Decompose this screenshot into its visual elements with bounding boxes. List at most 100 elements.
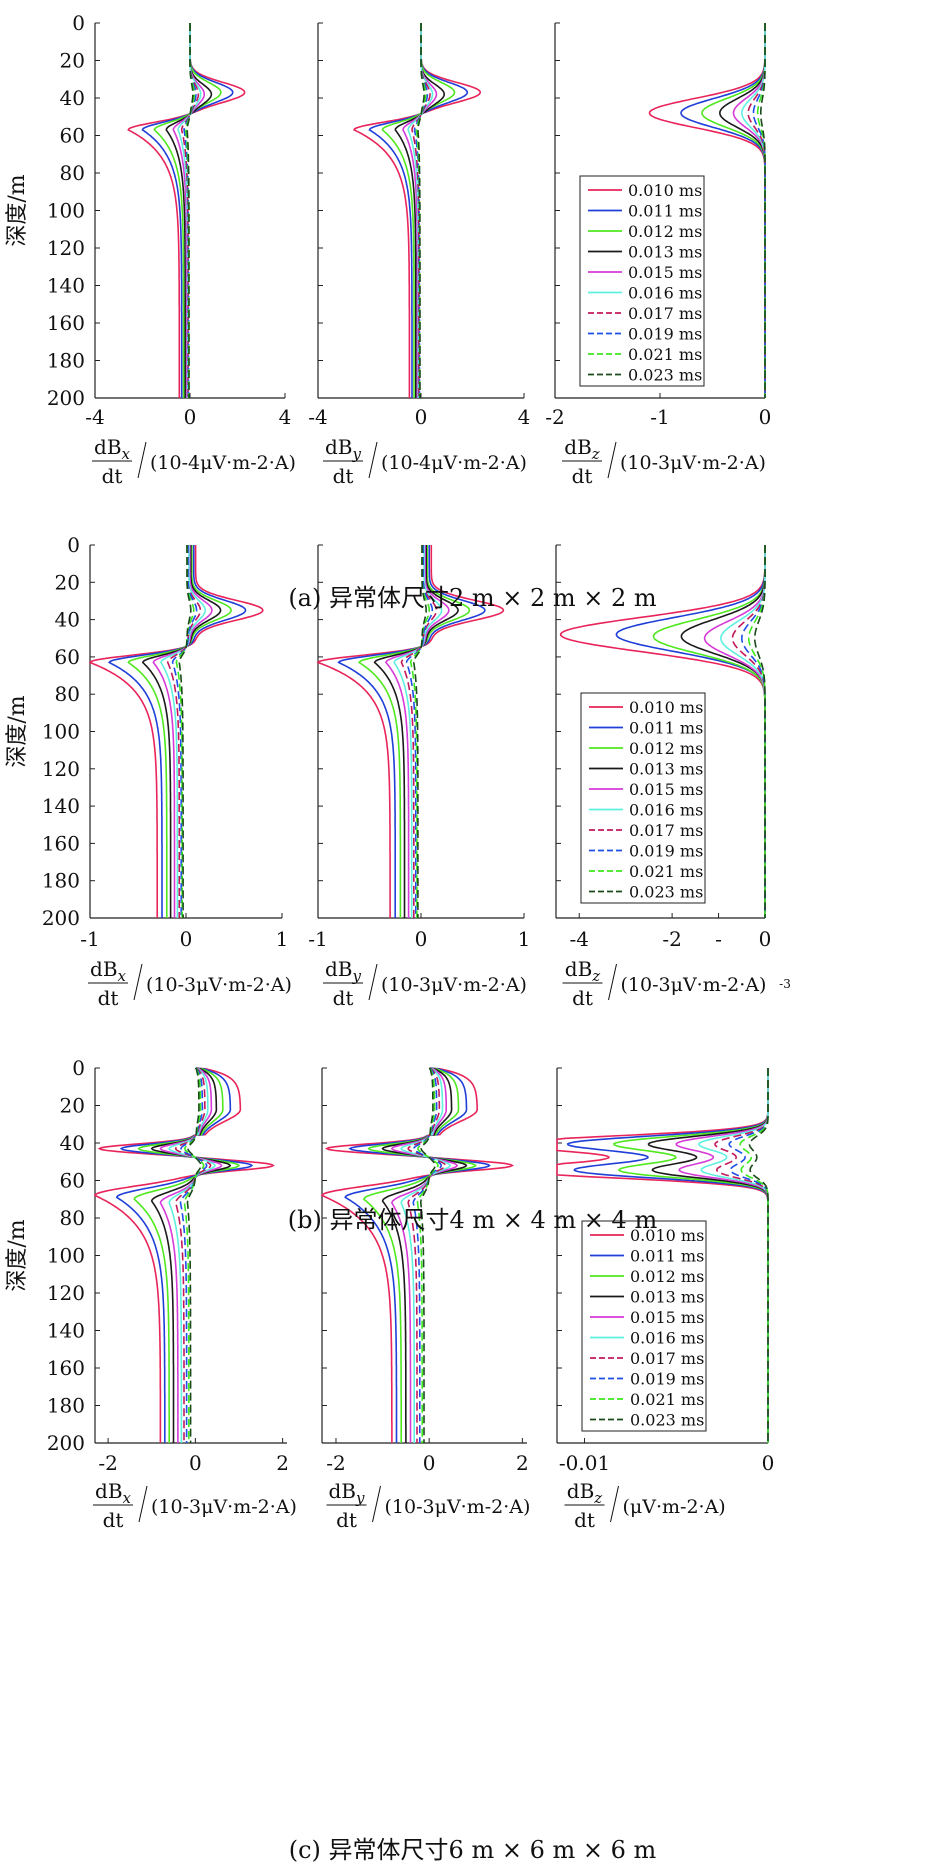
series-line bbox=[412, 545, 427, 918]
legend-label: 0.021 ms bbox=[630, 1390, 704, 1409]
x-axis-label-subscript: y bbox=[355, 1489, 365, 1507]
series-line bbox=[152, 545, 213, 918]
legend-label: 0.011 ms bbox=[628, 202, 702, 221]
series-line bbox=[417, 23, 425, 398]
series-line bbox=[381, 23, 456, 398]
legend-label: 0.015 ms bbox=[630, 1308, 704, 1327]
series-line bbox=[127, 545, 232, 918]
series-line bbox=[394, 23, 446, 398]
series-line bbox=[748, 1068, 769, 1443]
x-tick-label: 0 bbox=[180, 927, 193, 951]
series-line bbox=[405, 545, 434, 918]
legend-label: 0.019 ms bbox=[630, 1370, 704, 1389]
x-tick-label: 1 bbox=[518, 927, 531, 951]
series-line bbox=[368, 23, 469, 398]
series-line bbox=[175, 545, 195, 918]
x-axis-label-slash bbox=[137, 441, 147, 479]
y-tick-label: 0 bbox=[67, 533, 80, 557]
y-tick-label: 200 bbox=[47, 386, 85, 410]
x-axis-label-denominator: dt bbox=[572, 464, 593, 488]
legend-label: 0.023 ms bbox=[629, 883, 703, 902]
y-tick-label: 140 bbox=[47, 274, 85, 298]
x-tick-label: -4 bbox=[308, 405, 327, 429]
series-line bbox=[400, 545, 438, 918]
x-tick-label: 0 bbox=[759, 927, 772, 951]
y-tick-label: 20 bbox=[55, 570, 80, 594]
series-line bbox=[115, 1067, 254, 1443]
y-tick-label: 40 bbox=[60, 1131, 85, 1155]
legend-label: 0.016 ms bbox=[629, 801, 703, 820]
x-axis-label-subscript: y bbox=[352, 445, 362, 463]
x-axis-label-numerator: dBz bbox=[567, 1479, 603, 1507]
series-line bbox=[385, 545, 450, 918]
x-axis-label-numerator: dBy bbox=[325, 957, 362, 985]
x-axis-label-denominator: dt bbox=[336, 1508, 357, 1532]
legend-label: 0.011 ms bbox=[630, 1247, 704, 1266]
legend-label: 0.013 ms bbox=[630, 1288, 704, 1307]
y-tick-label: 100 bbox=[47, 1244, 85, 1268]
y-axis-label: 深度/m bbox=[5, 174, 30, 246]
x-tick-label: -1 bbox=[650, 405, 669, 429]
series-line bbox=[381, 1067, 468, 1443]
series-line bbox=[178, 545, 192, 918]
series-line bbox=[165, 23, 213, 398]
x-axis-unit: (10-4μV·m-2·A) bbox=[150, 452, 296, 474]
series-line bbox=[402, 23, 438, 398]
x-axis-extra: -3 bbox=[779, 977, 791, 991]
x-tick-label: -1 bbox=[308, 927, 327, 951]
series-line bbox=[171, 545, 198, 918]
series-line bbox=[337, 545, 486, 918]
x-axis-label-subscript: z bbox=[591, 967, 600, 985]
series-line bbox=[160, 545, 207, 918]
series-line bbox=[133, 1067, 240, 1443]
legend-label: 0.016 ms bbox=[628, 284, 702, 303]
series-line bbox=[141, 545, 222, 918]
legend-label: 0.023 ms bbox=[630, 1411, 704, 1430]
x-axis-label-denominator: dt bbox=[103, 1508, 124, 1532]
x-axis-label-numerator: dBz bbox=[564, 435, 600, 463]
x-axis-label-denominator: dt bbox=[333, 986, 354, 1010]
x-tick-label: 1 bbox=[276, 927, 289, 951]
x-axis-label-numerator: dBy bbox=[325, 435, 362, 463]
x-axis-unit: (10-3μV·m-2·A) bbox=[385, 1496, 531, 1518]
x-axis-label-numerator: dBx bbox=[90, 957, 127, 985]
legend-label: 0.017 ms bbox=[629, 821, 703, 840]
series-line bbox=[701, 23, 766, 398]
x-tick-label: 0 bbox=[759, 405, 772, 429]
legend-label: 0.013 ms bbox=[628, 243, 702, 262]
y-tick-label: 100 bbox=[47, 199, 85, 223]
x-axis-unit: (10-4μV·m-2·A) bbox=[381, 452, 527, 474]
series-line bbox=[358, 545, 471, 918]
y-tick-label: 60 bbox=[60, 124, 85, 148]
x-axis-label-subscript: z bbox=[591, 445, 600, 463]
x-tick-label: -4 bbox=[85, 405, 104, 429]
x-tick-label: 0 bbox=[762, 1451, 775, 1475]
series-line bbox=[362, 1067, 477, 1443]
legend-label: 0.013 ms bbox=[629, 760, 703, 779]
x-axis-label-denominator: dt bbox=[574, 1508, 595, 1532]
y-tick-label: 200 bbox=[47, 1431, 85, 1455]
legend-label: 0.012 ms bbox=[628, 222, 702, 241]
series-line bbox=[390, 1067, 459, 1443]
y-tick-label: 80 bbox=[60, 1206, 85, 1230]
series-line bbox=[400, 1067, 451, 1443]
x-tick-label: - bbox=[715, 927, 722, 951]
series-line bbox=[352, 23, 482, 398]
x-axis-unit: (10-3μV·m-2·A) bbox=[151, 1496, 297, 1518]
y-tick-label: 200 bbox=[42, 906, 80, 930]
x-axis-label-denominator: dt bbox=[333, 464, 354, 488]
series-line bbox=[407, 1067, 447, 1443]
legend-label: 0.017 ms bbox=[628, 304, 702, 323]
caption-a: (a) 异常体尺寸2 m × 2 m × 2 m bbox=[288, 584, 657, 612]
series-line bbox=[760, 23, 766, 398]
series-line bbox=[168, 1067, 216, 1443]
x-axis-label-subscript: x bbox=[123, 1489, 132, 1507]
y-tick-label: 40 bbox=[55, 608, 80, 632]
x-axis-label-denominator: dt bbox=[572, 986, 593, 1010]
y-axis-label: 深度/m bbox=[5, 695, 30, 767]
x-axis-label-numerator: dBy bbox=[329, 1479, 366, 1507]
